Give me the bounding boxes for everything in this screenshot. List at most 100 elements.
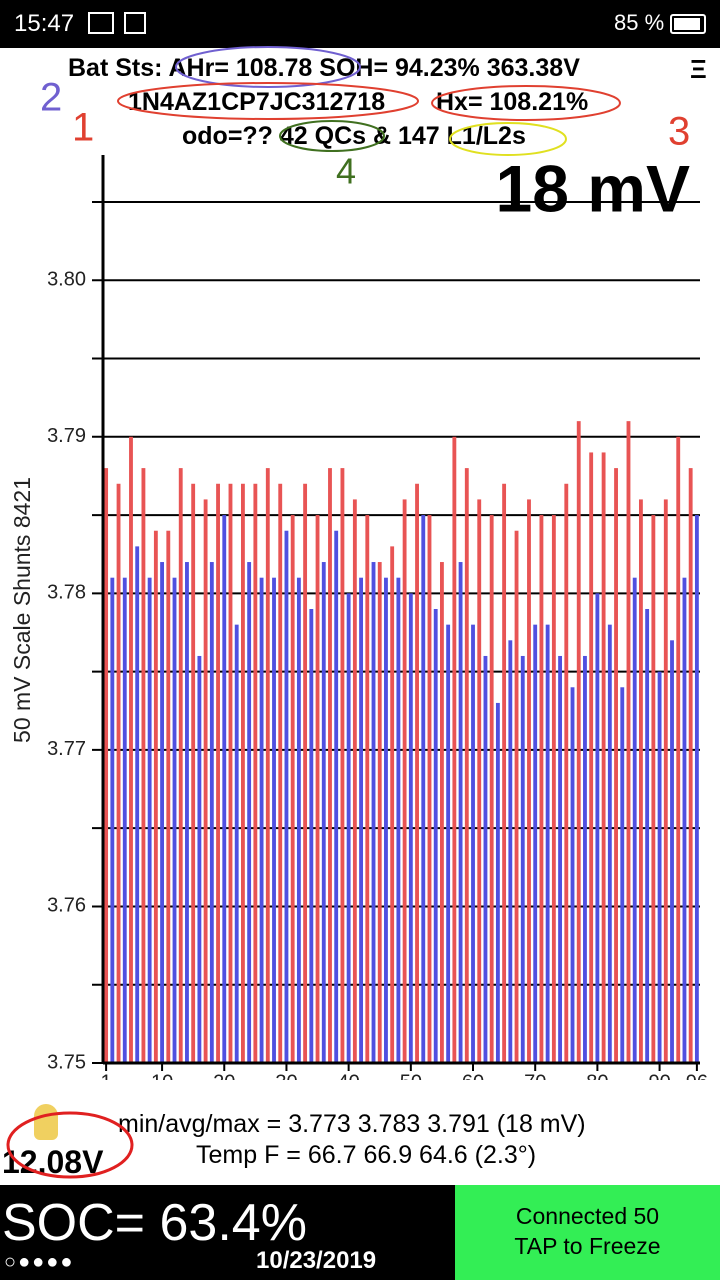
bar [315,515,320,1063]
bar [371,562,376,1063]
time: 15:47 [14,10,75,37]
y-tick-label: 3.77 [47,738,86,760]
bar [638,499,643,1063]
bar [502,483,507,1063]
bar [657,671,662,1063]
chart: 18 mV 50 mV Scale Shunts 8421 3.75 3.76 3.… [9,151,708,1080]
bar [576,421,581,1063]
bar [527,499,531,1063]
bar [290,515,295,1063]
bar [178,468,183,1063]
bar [402,499,407,1063]
y-tick-label: 3.78 [47,582,86,604]
bar [415,483,419,1063]
ink-annotations: 1 2 3 4 [40,46,690,192]
bar [278,483,283,1063]
bar [471,624,475,1063]
bar [141,468,146,1063]
ink-circle [117,82,419,120]
bar [328,468,332,1063]
bar [564,483,569,1063]
ink-circle [6,1111,134,1179]
bar [259,577,264,1063]
x-tick-label: 96 [686,1071,708,1080]
bar [116,483,121,1063]
bar [508,640,513,1063]
ink-circle [449,122,567,156]
bar [452,436,457,1063]
y-tick-label: 3.76 [47,895,86,917]
bar [570,687,575,1063]
bar [651,515,656,1063]
connection-status: Connected 50 [515,1203,660,1229]
ink-circle-layer [6,1111,134,1179]
bar [265,468,270,1063]
bar [539,515,544,1063]
soc-panel: SOC= 63.4% ○●●●● 10/23/2019 [0,1185,455,1280]
bar [160,562,165,1063]
bar [688,468,693,1063]
bar [253,483,258,1063]
bar [284,530,289,1063]
bar [483,655,488,1063]
bar [495,702,500,1063]
bar [240,483,245,1063]
bar [185,562,189,1063]
spread-annotation: 18 mV [496,151,690,225]
bar [433,609,438,1063]
bar [147,577,152,1063]
bar [296,577,301,1063]
y-tick-label: 3.80 [47,269,86,291]
bar [446,624,451,1063]
date: 10/23/2019 [256,1247,377,1274]
bar [340,468,345,1063]
bar [216,483,220,1063]
bar [477,499,482,1063]
battery-status: Bat Sts: AHr= 108.78 SOH= 94.23% 363.38V [68,54,580,82]
bar [558,655,563,1063]
ink-circle [431,85,621,121]
bar [645,609,650,1063]
x-tick-label: 1 [101,1071,112,1080]
ink-circle [175,46,361,88]
icon [88,12,114,34]
ink-note: 1 [72,106,94,150]
battery-level: 85 % [614,10,665,35]
freeze-action[interactable]: TAP to Freeze [514,1233,661,1259]
bar [670,640,674,1063]
menu[interactable]: Ξ [690,54,707,84]
ink-note: 2 [40,76,62,120]
x-tick-label: 30 [275,1071,297,1080]
bar [352,499,357,1063]
bar [110,577,115,1063]
bar [427,515,432,1063]
x-tick-label: 80 [586,1071,608,1080]
bar [601,452,606,1064]
bar [533,624,538,1063]
bar [520,655,525,1063]
ink-circle [279,120,385,152]
bar [359,577,364,1063]
bar [514,530,519,1063]
y-axis-label: 50 mV Scale Shunts 8421 [9,477,35,743]
bar [439,562,444,1063]
temperatures: Temp F = 66.7 66.9 64.6 (2.3°) [196,1141,537,1169]
x-tick-label: 20 [213,1071,235,1080]
status-bar: 15:47 85 % [0,0,720,48]
bar [234,624,239,1063]
bulb-icon [34,1104,58,1140]
bar [247,562,252,1063]
bar [408,593,413,1063]
x-tick-label: 60 [462,1071,484,1080]
y-tick-label: 3.75 [47,1051,86,1073]
bar [203,499,208,1063]
bar [197,655,202,1063]
bar [153,530,158,1063]
bar [135,546,140,1063]
freeze-button[interactable]: Connected 50 TAP to Freeze [455,1185,720,1280]
bar [620,687,625,1063]
x-tick-label: 70 [524,1071,546,1080]
bar [309,609,314,1063]
bar [489,515,494,1063]
bar [321,562,326,1063]
